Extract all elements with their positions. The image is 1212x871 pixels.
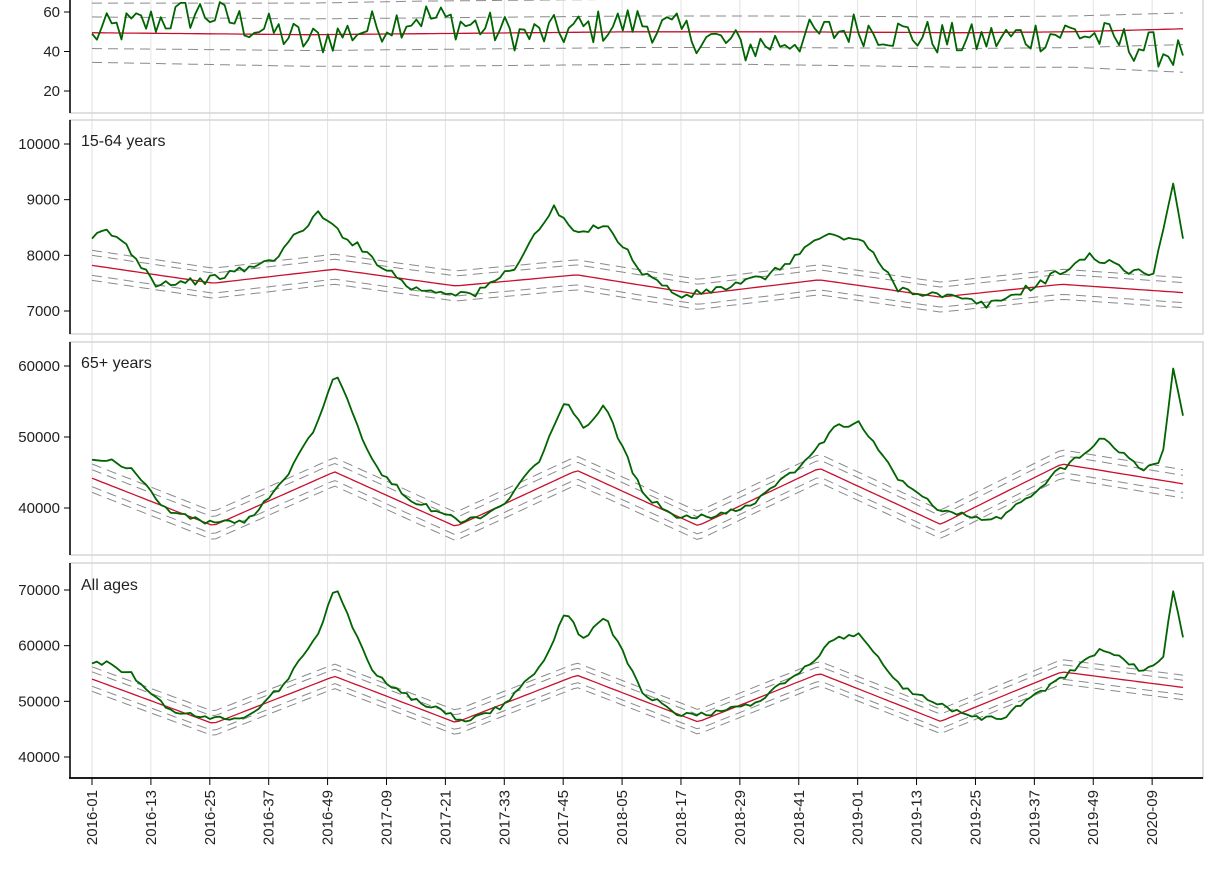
panel-2: 7000 8000 9000 10000 15-64 years	[18, 119, 1204, 335]
x-tick-label: 2017-21	[437, 790, 454, 845]
y-tick-label: 50000	[18, 693, 60, 710]
x-tick-label: 2020-09	[1144, 790, 1161, 845]
baseline-line	[91, 671, 1184, 724]
observed-line	[91, 1, 1184, 68]
baseline-line	[91, 264, 1184, 298]
baseline-line	[91, 28, 1184, 36]
x-tick-label: 2018-17	[673, 790, 690, 845]
x-tick-label: 2016-13	[143, 790, 160, 845]
prediction-band-line	[92, 0, 603, 4]
prediction-band-line	[91, 678, 1184, 731]
panel-3: 40000 50000 60000 65+ years	[18, 341, 1204, 556]
prediction-band-line	[91, 12, 1184, 20]
y-tick-label: 20	[43, 83, 60, 100]
prediction-band-line	[91, 274, 1184, 308]
panel-1: 20 40 60	[43, 0, 1204, 114]
panel-label: 15-64 years	[81, 133, 166, 150]
observed-line	[91, 367, 1184, 525]
x-tick-label: 2016-25	[202, 790, 219, 845]
y-tick-label: 10000	[18, 136, 60, 153]
prediction-band-line	[91, 449, 1184, 513]
y-tick-label: 70000	[18, 582, 60, 599]
x-tick-label: 2019-37	[1026, 790, 1043, 845]
panel-frame	[69, 341, 1204, 556]
y-tick-label: 40000	[18, 500, 60, 517]
panel-frame	[69, 562, 1204, 779]
x-tick-label: 2018-05	[614, 790, 631, 845]
x-tick-label: 2019-13	[909, 790, 926, 845]
x-tick-label: 2018-41	[791, 790, 808, 845]
prediction-band-line	[91, 477, 1184, 541]
x-tick-label: 2017-45	[555, 790, 572, 845]
x-tick-label: 2019-01	[850, 790, 867, 845]
x-tick-label: 2019-25	[967, 790, 984, 845]
prediction-band-line	[91, 455, 1184, 518]
y-tick-label: 40000	[18, 749, 60, 766]
observed-line	[91, 182, 1184, 309]
y-tick-label: 60000	[18, 638, 60, 655]
y-tick-label: 50000	[18, 429, 60, 446]
prediction-band-line	[91, 279, 1184, 313]
y-tick-label: 7000	[27, 303, 60, 320]
y-tick-label: 60000	[18, 358, 60, 375]
x-tick-label: 2016-37	[261, 790, 278, 845]
x-tick-label: 2017-09	[378, 790, 395, 845]
prediction-band-line	[91, 44, 1184, 51]
observed-line	[91, 590, 1184, 723]
y-tick-label: 60	[43, 4, 60, 21]
x-tick-label: 2019-49	[1085, 790, 1102, 845]
x-tick-label: 2016-49	[320, 790, 337, 845]
x-tick-label: 2018-29	[732, 790, 749, 845]
prediction-band-line	[91, 61, 1184, 73]
y-tick-label: 8000	[27, 247, 60, 264]
y-tick-label: 40	[43, 44, 60, 61]
x-tick-label: 2017-33	[496, 790, 513, 845]
prediction-band-line	[91, 659, 1184, 712]
x-tick-label: 2016-01	[84, 790, 101, 845]
baseline-line	[91, 463, 1184, 527]
prediction-band-line	[91, 683, 1184, 736]
panel-label: 65+ years	[81, 355, 152, 372]
panel-4: 40000 50000 60000 70000 All ages	[18, 562, 1204, 779]
panel-label: All ages	[81, 577, 138, 594]
prediction-band-line	[91, 664, 1184, 717]
prediction-band-line	[91, 472, 1184, 535]
prediction-band-line	[91, 254, 1184, 288]
y-tick-label: 9000	[27, 192, 60, 209]
